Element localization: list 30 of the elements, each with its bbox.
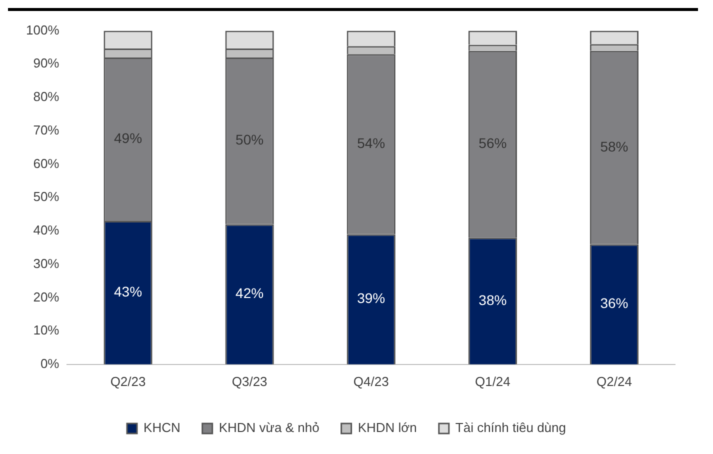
- y-tick-label: 50%: [33, 189, 60, 204]
- data-label: 49%: [114, 130, 142, 146]
- x-tick-label: Q2/23: [110, 374, 146, 389]
- y-tick-label: 60%: [33, 156, 60, 171]
- x-tick-label: Q2/24: [596, 374, 632, 389]
- y-tick-label: 0%: [40, 356, 60, 371]
- data-label: 54%: [357, 135, 386, 152]
- y-tick-label: 90%: [33, 56, 60, 71]
- data-label: 38%: [478, 292, 507, 308]
- data-label: 36%: [600, 295, 628, 312]
- x-tick-label: Q4/23: [353, 374, 389, 389]
- y-tick-label: 10%: [33, 322, 60, 338]
- y-tick-label: 70%: [33, 122, 60, 138]
- legend-label: KHDN vừa & nhỏ: [218, 420, 320, 436]
- data-label: 43%: [114, 284, 142, 300]
- legend-label: KHDN lớn: [358, 420, 417, 436]
- x-tick-label: Q1/24: [474, 374, 510, 389]
- data-label: 39%: [357, 290, 386, 306]
- y-tick-label: 80%: [33, 89, 60, 104]
- y-tick-label: 100%: [26, 22, 60, 38]
- x-tick-label: Q3/23: [232, 374, 268, 389]
- legend-label: KHCN: [144, 420, 180, 436]
- y-tick-label: 30%: [33, 256, 60, 271]
- data-label: 56%: [478, 135, 507, 152]
- data-label: 50%: [236, 132, 264, 148]
- data-label: 58%: [600, 138, 628, 154]
- y-tick-label: 20%: [33, 289, 60, 304]
- y-tick-label: 40%: [33, 222, 60, 238]
- data-label: 42%: [236, 285, 264, 302]
- legend-label: Tài chính tiêu dùng: [455, 420, 566, 436]
